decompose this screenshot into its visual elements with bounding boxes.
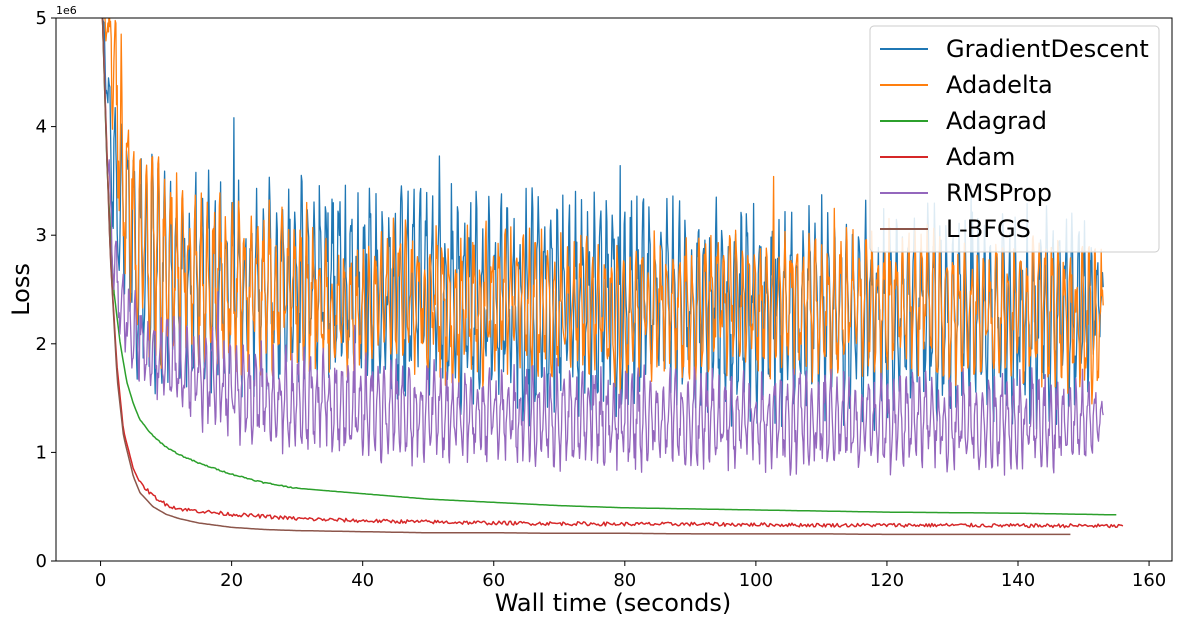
x-tick-label: 60 [482,570,505,591]
legend-entry: Adagrad [946,107,1047,135]
x-axis: 0 20 40 60 80 100 120 140 160 [95,561,1166,591]
y-axis: 0 1 2 3 4 5 [36,8,56,572]
y-tick-label: 0 [36,551,47,572]
legend-entry: L-BFGS [946,215,1031,243]
legend-entry: RMSProp [946,179,1052,207]
y-tick-label: 5 [36,8,47,29]
y-tick-label: 2 [36,334,47,355]
x-axis-title: Wall time (seconds) [495,589,732,617]
legend: GradientDescent Adadelta Adagrad Adam RMSPro… [869,25,1160,253]
series-line-adagrad [101,18,1117,516]
x-tick-label: 140 [1001,570,1035,591]
series-line-rmsprop [101,18,1104,476]
x-tick-label: 0 [95,570,106,591]
x-tick-label: 160 [1132,570,1166,591]
x-tick-label: 40 [351,570,374,591]
series-line-adam [101,18,1124,529]
x-tick-label: 100 [739,570,773,591]
y-tick-label: 1 [36,442,47,463]
legend-box [869,25,1160,253]
x-tick-label: 120 [870,570,904,591]
y-axis-title: Loss [7,263,35,316]
legend-entry: Adam [946,143,1015,171]
legend-entry: Adadelta [946,71,1053,99]
y-tick-label: 4 [36,117,47,138]
series-layer [101,18,1124,536]
series-line-adadelta [102,18,1104,405]
y-tick-label: 3 [36,225,47,246]
series-line-l-bfgs [101,18,1071,536]
plot-frame [55,17,1173,562]
x-tick-label: 80 [613,570,636,591]
y-offset-label: 1e6 [56,4,77,17]
x-tick-label: 20 [220,570,243,591]
legend-entry: GradientDescent [946,35,1149,63]
